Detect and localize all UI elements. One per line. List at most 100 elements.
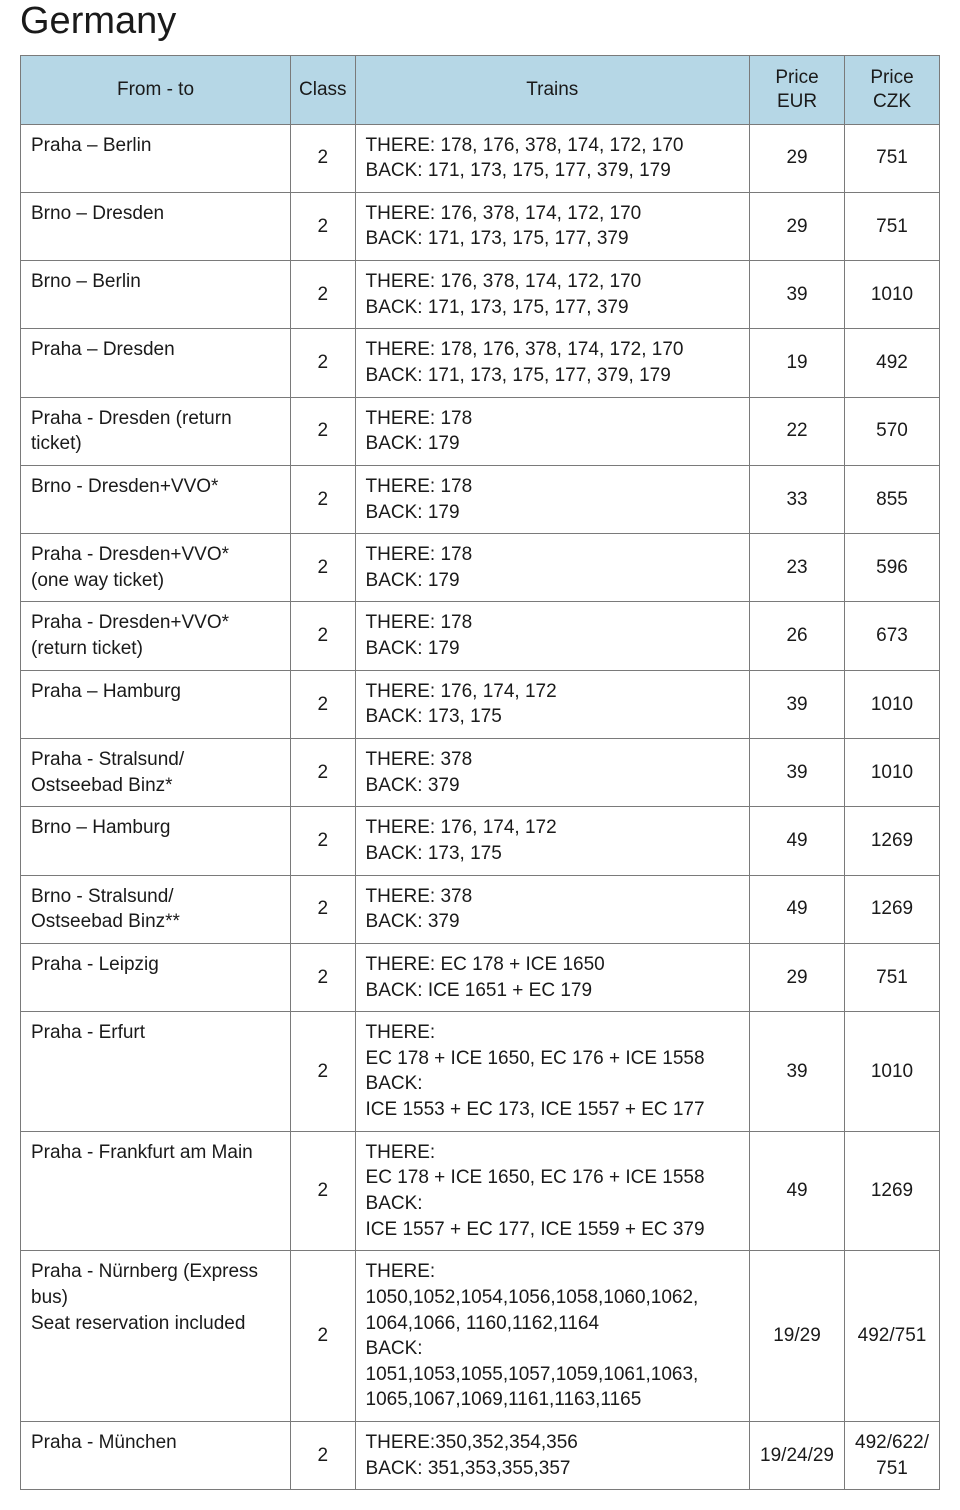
cell-price-eur: 29	[750, 192, 845, 260]
cell-price-eur: 33	[750, 465, 845, 533]
cell-price-eur: 19	[750, 329, 845, 397]
cell-route: Praha - Leipzig	[21, 943, 291, 1011]
cell-price-eur: 39	[750, 670, 845, 738]
table-row: Praha - Dresden (return ticket)2THERE: 1…	[21, 397, 940, 465]
cell-price-czk: 492	[845, 329, 940, 397]
cell-class: 2	[291, 807, 356, 875]
table-row: Praha - Dresden+VVO* (one way ticket)2TH…	[21, 534, 940, 602]
cell-route: Brno – Berlin	[21, 261, 291, 329]
cell-price-czk: 751	[845, 943, 940, 1011]
cell-class: 2	[291, 875, 356, 943]
cell-price-eur: 26	[750, 602, 845, 670]
cell-trains: THERE: 176, 378, 174, 172, 170 BACK: 171…	[355, 192, 750, 260]
cell-route: Praha – Hamburg	[21, 670, 291, 738]
cell-price-czk: 1010	[845, 670, 940, 738]
cell-trains: THERE: EC 178 + ICE 1650, EC 176 + ICE 1…	[355, 1131, 750, 1251]
cell-price-czk: 596	[845, 534, 940, 602]
col-header-trains: Trains	[355, 56, 750, 125]
table-row: Praha – Hamburg2THERE: 176, 174, 172 BAC…	[21, 670, 940, 738]
cell-route: Brno – Hamburg	[21, 807, 291, 875]
col-header-czk: Price CZK	[845, 56, 940, 125]
table-row: Brno – Dresden2THERE: 176, 378, 174, 172…	[21, 192, 940, 260]
cell-price-czk: 751	[845, 124, 940, 192]
table-body: Praha – Berlin2THERE: 178, 176, 378, 174…	[21, 124, 940, 1490]
cell-price-czk: 1010	[845, 261, 940, 329]
cell-price-czk: 751	[845, 192, 940, 260]
cell-price-czk: 673	[845, 602, 940, 670]
cell-price-eur: 29	[750, 124, 845, 192]
cell-price-czk: 1269	[845, 807, 940, 875]
cell-price-eur: 23	[750, 534, 845, 602]
cell-class: 2	[291, 943, 356, 1011]
cell-trains: THERE: 178 BACK: 179	[355, 534, 750, 602]
cell-route: Praha – Berlin	[21, 124, 291, 192]
cell-trains: THERE: EC 178 + ICE 1650 BACK: ICE 1651 …	[355, 943, 750, 1011]
cell-class: 2	[291, 739, 356, 807]
cell-trains: THERE: 176, 174, 172 BACK: 173, 175	[355, 670, 750, 738]
cell-price-czk: 1010	[845, 1012, 940, 1132]
cell-class: 2	[291, 1251, 356, 1422]
cell-class: 2	[291, 670, 356, 738]
cell-trains: THERE: 178, 176, 378, 174, 172, 170 BACK…	[355, 124, 750, 192]
cell-price-eur: 49	[750, 875, 845, 943]
cell-trains: THERE: 178 BACK: 179	[355, 465, 750, 533]
cell-price-czk: 1269	[845, 875, 940, 943]
cell-route: Brno - Dresden+VVO*	[21, 465, 291, 533]
cell-route: Praha - Erfurt	[21, 1012, 291, 1132]
table-row: Praha – Dresden2THERE: 178, 176, 378, 17…	[21, 329, 940, 397]
table-row: Brno - Dresden+VVO*2THERE: 178 BACK: 179…	[21, 465, 940, 533]
cell-class: 2	[291, 192, 356, 260]
cell-price-eur: 39	[750, 261, 845, 329]
cell-price-eur: 49	[750, 1131, 845, 1251]
table-header: From - to Class Trains Price EUR Price C…	[21, 56, 940, 125]
col-header-eur: Price EUR	[750, 56, 845, 125]
cell-price-eur: 22	[750, 397, 845, 465]
cell-route: Praha – Dresden	[21, 329, 291, 397]
cell-class: 2	[291, 465, 356, 533]
cell-trains: THERE: 378 BACK: 379	[355, 875, 750, 943]
cell-route: Praha - Dresden+VVO* (one way ticket)	[21, 534, 291, 602]
cell-trains: THERE: 178, 176, 378, 174, 172, 170 BACK…	[355, 329, 750, 397]
cell-price-czk: 570	[845, 397, 940, 465]
cell-route: Brno – Dresden	[21, 192, 291, 260]
price-table: From - to Class Trains Price EUR Price C…	[20, 55, 940, 1490]
cell-price-czk: 492/751	[845, 1251, 940, 1422]
table-row: Brno – Berlin2THERE: 176, 378, 174, 172,…	[21, 261, 940, 329]
cell-class: 2	[291, 261, 356, 329]
cell-price-czk: 1269	[845, 1131, 940, 1251]
cell-trains: THERE: EC 178 + ICE 1650, EC 176 + ICE 1…	[355, 1012, 750, 1132]
cell-class: 2	[291, 397, 356, 465]
cell-price-eur: 29	[750, 943, 845, 1011]
table-row: Praha - Erfurt2THERE: EC 178 + ICE 1650,…	[21, 1012, 940, 1132]
cell-trains: THERE: 176, 174, 172 BACK: 173, 175	[355, 807, 750, 875]
cell-trains: THERE: 178 BACK: 179	[355, 602, 750, 670]
cell-price-czk: 1010	[845, 739, 940, 807]
table-row: Praha - Stralsund/ Ostseebad Binz*2THERE…	[21, 739, 940, 807]
table-row: Brno - Stralsund/ Ostseebad Binz**2THERE…	[21, 875, 940, 943]
cell-route: Praha - Dresden (return ticket)	[21, 397, 291, 465]
cell-class: 2	[291, 602, 356, 670]
cell-class: 2	[291, 534, 356, 602]
cell-class: 2	[291, 1422, 356, 1490]
table-row: Praha - München2THERE:350,352,354,356 BA…	[21, 1422, 940, 1490]
col-header-class: Class	[291, 56, 356, 125]
cell-price-eur: 19/24/29	[750, 1422, 845, 1490]
cell-route: Praha - Dresden+VVO* (return ticket)	[21, 602, 291, 670]
cell-price-czk: 492/622/ 751	[845, 1422, 940, 1490]
cell-class: 2	[291, 329, 356, 397]
table-row: Praha - Nürnberg (Express bus) Seat rese…	[21, 1251, 940, 1422]
cell-price-eur: 49	[750, 807, 845, 875]
table-row: Praha – Berlin2THERE: 178, 176, 378, 174…	[21, 124, 940, 192]
cell-trains: THERE:350,352,354,356 BACK: 351,353,355,…	[355, 1422, 750, 1490]
cell-price-eur: 39	[750, 1012, 845, 1132]
table-row: Praha - Frankfurt am Main2THERE: EC 178 …	[21, 1131, 940, 1251]
cell-route: Praha - Stralsund/ Ostseebad Binz*	[21, 739, 291, 807]
table-row: Praha - Leipzig2THERE: EC 178 + ICE 1650…	[21, 943, 940, 1011]
cell-trains: THERE: 378 BACK: 379	[355, 739, 750, 807]
cell-class: 2	[291, 1012, 356, 1132]
cell-route: Praha - Frankfurt am Main	[21, 1131, 291, 1251]
page: Germany From - to Class Trains Price EUR…	[0, 0, 960, 1510]
cell-price-eur: 19/29	[750, 1251, 845, 1422]
cell-class: 2	[291, 1131, 356, 1251]
page-title: Germany	[20, 0, 940, 43]
